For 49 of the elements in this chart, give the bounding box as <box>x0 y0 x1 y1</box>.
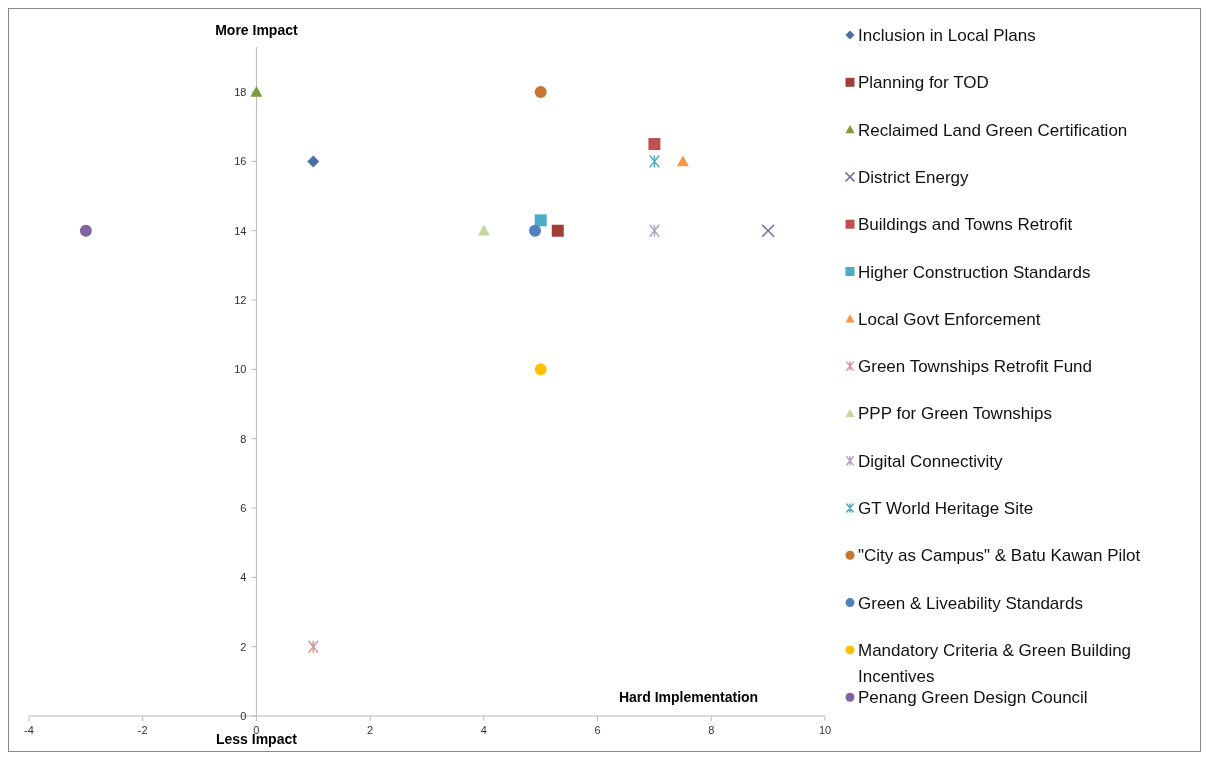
point <box>307 155 320 168</box>
legend-label: "City as Campus" & Batu Kawan Pilot <box>858 545 1142 568</box>
legend-label: Inclusion in Local Plans <box>858 25 1037 47</box>
x-tick-label: 10 <box>818 724 832 736</box>
legend-label: Digital Connectivity <box>858 450 1004 473</box>
point <box>648 138 661 151</box>
point <box>676 155 689 167</box>
x-tick-label: 4 <box>480 724 487 736</box>
legend-label: Local Govt Enforcement <box>858 308 1042 331</box>
legend-label: Mandatory Criteria & Green Building Incentives <box>858 639 1133 688</box>
legend-label: Green Townships Retrofit Fund <box>858 356 1094 379</box>
point <box>761 223 775 238</box>
point <box>648 223 660 238</box>
point <box>551 224 564 237</box>
legend-label: Reclaimed Land Green Certification <box>858 119 1129 142</box>
y-tick-label: 6 <box>240 502 247 515</box>
point <box>534 363 547 376</box>
point <box>529 224 542 237</box>
point <box>79 224 92 237</box>
point <box>534 86 547 99</box>
y-tick-label: 18 <box>234 86 247 99</box>
legend-label: Penang Green Design Council <box>858 687 1089 710</box>
legend-label: District Energy <box>858 166 970 189</box>
legend-label: GT World Heritage Site <box>858 498 1035 520</box>
x-tick-label: -4 <box>24 724 34 736</box>
y-tick-label: 10 <box>234 363 247 376</box>
legend-label: Buildings and Towns Retrofit <box>858 214 1074 237</box>
annotation: Hard Implementation <box>618 689 759 705</box>
legend-label: Green & Liveability Standards <box>858 592 1084 615</box>
legend-label: Higher Construction Standards <box>858 261 1092 284</box>
point <box>307 639 319 654</box>
legend-label: Planning for TOD <box>858 72 990 95</box>
legend-label: PPP for Green Townships <box>858 403 1054 426</box>
y-tick-label: 4 <box>240 571 247 584</box>
y-tick-label: 2 <box>240 640 247 653</box>
point <box>648 154 660 169</box>
y-tick-label: 8 <box>240 432 247 445</box>
point <box>250 86 263 97</box>
y-tick-label: 0 <box>240 710 247 722</box>
x-tick-label: -2 <box>137 724 148 736</box>
point <box>477 224 490 236</box>
x-tick-label: 8 <box>708 724 715 736</box>
x-tick-label: 6 <box>594 724 601 736</box>
y-tick-label: 12 <box>234 294 247 307</box>
y-tick-label: 14 <box>234 224 247 237</box>
point <box>534 214 547 227</box>
x-tick-label: 2 <box>367 724 374 736</box>
text: More Impact <box>215 22 298 38</box>
y-tick-label: 16 <box>234 155 247 168</box>
